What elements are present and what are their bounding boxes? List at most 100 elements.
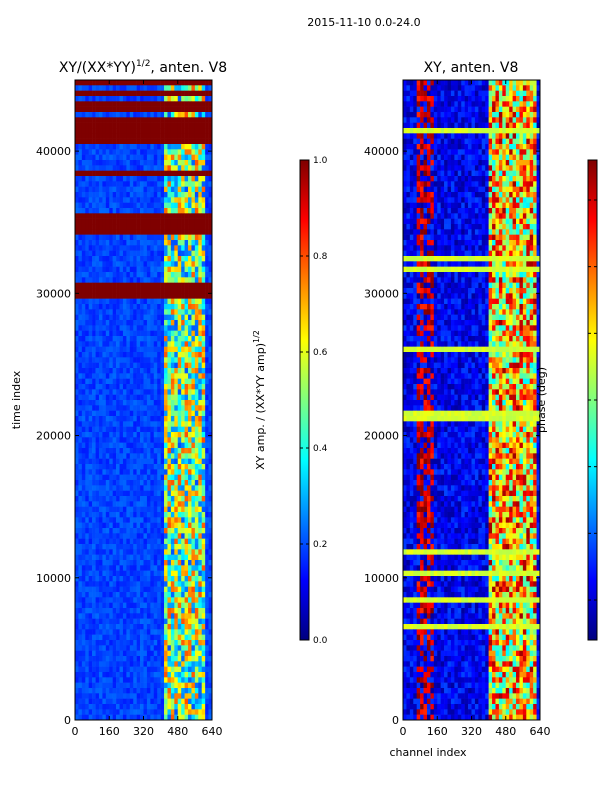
heatmap-cell bbox=[82, 107, 86, 113]
heatmap-cell bbox=[171, 240, 175, 246]
heatmap-cell bbox=[106, 315, 110, 321]
heatmap-cell bbox=[154, 427, 158, 433]
heatmap-cell bbox=[198, 549, 202, 555]
heatmap-cell bbox=[75, 645, 79, 651]
heatmap-cell bbox=[78, 485, 82, 491]
heatmap-cell bbox=[167, 373, 171, 379]
heatmap-cell bbox=[185, 491, 189, 497]
heatmap-cell bbox=[130, 576, 134, 582]
heatmap-cell bbox=[188, 267, 192, 273]
heatmap-cell bbox=[89, 421, 93, 427]
heatmap-cell bbox=[154, 485, 158, 491]
heatmap-cell bbox=[195, 325, 199, 331]
heatmap-cell bbox=[133, 528, 137, 534]
heatmap-cell bbox=[123, 309, 127, 315]
heatmap-cell bbox=[102, 235, 106, 241]
heatmap-cell bbox=[205, 437, 209, 443]
heatmap-cell bbox=[157, 208, 161, 214]
heatmap-cell bbox=[75, 176, 79, 182]
heatmap-cell bbox=[205, 251, 209, 257]
heatmap-cell bbox=[89, 336, 93, 342]
heatmap-cell bbox=[92, 475, 96, 481]
heatmap-cell bbox=[82, 325, 86, 331]
heatmap-cell bbox=[465, 91, 469, 97]
heatmap-cell bbox=[106, 187, 110, 193]
heatmap-cell bbox=[150, 261, 154, 267]
heatmap-cell bbox=[126, 331, 130, 337]
heatmap-cell bbox=[99, 459, 103, 465]
heatmap-cell bbox=[185, 453, 189, 459]
heatmap-cell bbox=[147, 640, 151, 646]
heatmap-cell bbox=[106, 149, 110, 155]
heatmap-cell bbox=[130, 448, 134, 454]
heatmap-cell bbox=[174, 448, 178, 454]
heatmap-cell bbox=[191, 699, 195, 705]
heatmap-cell bbox=[133, 155, 137, 161]
heatmap-cell bbox=[75, 491, 79, 497]
heatmap-cell bbox=[82, 448, 86, 454]
heatmap-cell bbox=[102, 357, 106, 363]
heatmap-cell bbox=[137, 699, 141, 705]
heatmap-cell bbox=[96, 560, 100, 566]
heatmap-cell bbox=[198, 181, 202, 187]
heatmap-cell bbox=[174, 667, 178, 673]
heatmap-cell bbox=[167, 187, 171, 193]
heatmap-cell bbox=[140, 149, 144, 155]
heatmap-cell bbox=[174, 155, 178, 161]
heatmap-cell bbox=[123, 432, 127, 438]
heatmap-cell bbox=[137, 315, 141, 321]
heatmap-cell bbox=[188, 341, 192, 347]
heatmap-cell bbox=[198, 693, 202, 699]
heatmap-cell bbox=[92, 320, 96, 326]
heatmap-cell bbox=[99, 101, 103, 107]
heatmap-cell bbox=[92, 683, 96, 689]
heatmap-cell bbox=[123, 384, 127, 390]
heatmap-cell bbox=[167, 91, 171, 97]
heatmap-cell bbox=[198, 283, 202, 289]
heatmap-cell bbox=[150, 571, 154, 577]
heatmap-cell bbox=[130, 91, 134, 97]
heatmap-cell bbox=[109, 91, 113, 97]
heatmap-cell bbox=[126, 165, 130, 171]
heatmap-cell bbox=[89, 288, 93, 294]
heatmap-cell bbox=[85, 347, 89, 353]
heatmap-cell bbox=[147, 405, 151, 411]
heatmap-cell bbox=[82, 197, 86, 203]
heatmap-cell bbox=[188, 309, 192, 315]
heatmap-cell bbox=[171, 235, 175, 241]
heatmap-cell bbox=[174, 139, 178, 145]
heatmap-cell bbox=[502, 96, 506, 102]
heatmap-cell bbox=[174, 528, 178, 534]
heatmap-cell bbox=[164, 181, 168, 187]
heatmap-cell bbox=[157, 603, 161, 609]
heatmap-cell bbox=[82, 299, 86, 305]
heatmap-cell bbox=[144, 448, 148, 454]
heatmap-cell bbox=[123, 315, 127, 321]
heatmap-cell bbox=[472, 85, 476, 91]
heatmap-cell bbox=[109, 421, 113, 427]
heatmap-cell bbox=[195, 117, 199, 123]
heatmap-cell bbox=[92, 96, 96, 102]
heatmap-cell bbox=[178, 235, 182, 241]
heatmap-cell bbox=[113, 389, 117, 395]
heatmap-cell bbox=[102, 597, 106, 603]
heatmap-cell bbox=[167, 581, 171, 587]
heatmap-cell bbox=[157, 176, 161, 182]
heatmap-cell bbox=[154, 459, 158, 465]
heatmap-cell bbox=[140, 117, 144, 123]
heatmap-cell bbox=[205, 683, 209, 689]
heatmap-cell bbox=[99, 368, 103, 374]
heatmap-cell bbox=[174, 331, 178, 337]
heatmap-cell bbox=[167, 507, 171, 513]
heatmap-cell bbox=[195, 459, 199, 465]
heatmap-cell bbox=[92, 91, 96, 97]
heatmap-cell bbox=[147, 277, 151, 283]
heatmap-cell bbox=[489, 85, 493, 91]
heatmap-cell bbox=[161, 373, 165, 379]
heatmap-cell bbox=[171, 336, 175, 342]
heatmap-cell bbox=[102, 176, 106, 182]
heatmap-cell bbox=[188, 272, 192, 278]
heatmap-cell bbox=[164, 613, 168, 619]
heatmap-cell bbox=[78, 208, 82, 214]
heatmap-cell bbox=[188, 533, 192, 539]
